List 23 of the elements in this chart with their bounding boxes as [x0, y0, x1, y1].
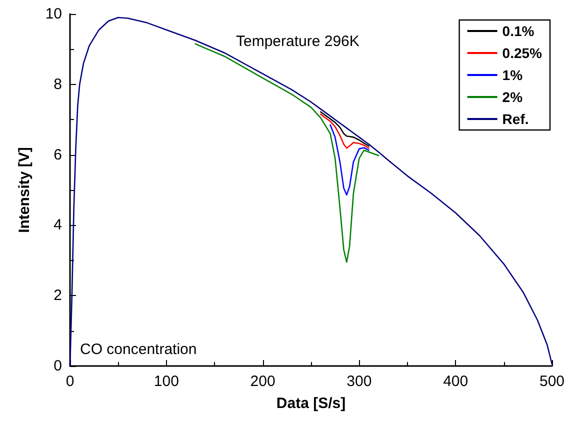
- legend-label: 0.25%: [502, 45, 543, 61]
- y-axis-title: Intensity [V]: [16, 147, 33, 233]
- y-tick-label: 8: [54, 76, 62, 93]
- x-axis-title: Data [S/s]: [276, 395, 346, 412]
- y-tick-label: 2: [54, 287, 62, 304]
- legend-label: Ref.: [502, 111, 529, 127]
- line-series: [330, 124, 370, 196]
- line-series: [69, 16, 553, 367]
- x-tick-label: 300: [346, 373, 372, 390]
- x-tick-label: 0: [66, 373, 74, 390]
- x-tick-label: 100: [154, 373, 179, 390]
- annotation: Temperature 296K: [236, 33, 360, 50]
- y-tick-label: 6: [54, 146, 62, 164]
- x-tick-label: 200: [250, 373, 276, 390]
- legend-label: 1%: [502, 67, 524, 83]
- annotation: CO concentration: [80, 341, 197, 358]
- y-tick-label: 4: [54, 216, 62, 234]
- legend-label: 2%: [502, 89, 524, 105]
- x-tick-label: 500: [539, 373, 565, 390]
- legend-label: 0.1%: [502, 23, 535, 39]
- x-tick-label: 400: [443, 373, 468, 390]
- y-tick-label: 0: [54, 358, 62, 374]
- y-tick-label: 10: [45, 6, 62, 22]
